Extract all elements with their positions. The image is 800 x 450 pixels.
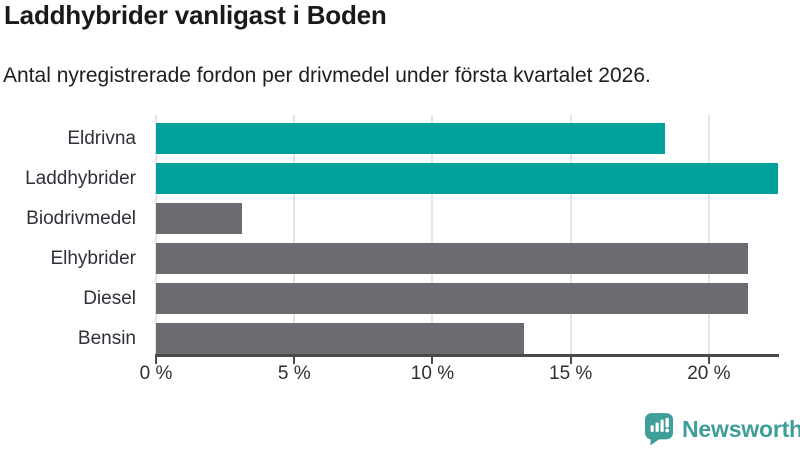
x-tick-label: 0 % — [139, 363, 173, 384]
bar-elhybrider — [156, 243, 748, 274]
bar-chart-plot-area — [155, 115, 778, 354]
x-axis-line — [155, 354, 779, 357]
x-tick-mark — [431, 357, 434, 364]
gridline — [293, 115, 296, 354]
page-title: Laddhybrider vanligast i Boden — [4, 0, 387, 30]
bar-eldrivna — [156, 123, 665, 154]
gridline — [707, 115, 710, 354]
bar-laddhybrider — [156, 163, 778, 194]
category-label: Bensin — [77, 328, 136, 349]
category-label: Eldrivna — [67, 128, 136, 149]
bar-diesel — [156, 283, 748, 314]
newsworthy-wordmark: Newsworthy — [682, 416, 800, 442]
newsworthy-speech-bubble-chart-icon — [644, 413, 674, 446]
bar-biodrivmedel — [156, 203, 242, 234]
x-tick-label: 5 % — [277, 363, 311, 384]
category-label: Biodrivmedel — [26, 208, 136, 229]
category-label: Elhybrider — [50, 248, 136, 269]
gridline — [155, 115, 157, 354]
x-tick-label: 20 % — [687, 363, 731, 384]
x-tick-mark — [707, 357, 710, 364]
x-tick-label: 15 % — [549, 363, 593, 384]
newsworthy-logo: Newsworthy — [644, 412, 800, 446]
bar-bensin — [156, 323, 524, 354]
category-label: Diesel — [83, 288, 136, 309]
x-tick-mark — [155, 357, 157, 364]
gridline — [569, 115, 572, 354]
x-tick-label: 10 % — [410, 363, 455, 384]
gridline — [431, 115, 434, 354]
category-label: Laddhybrider — [25, 168, 136, 189]
chart-subtitle: Antal nyregistrerade fordon per drivmede… — [3, 64, 651, 87]
x-tick-mark — [569, 357, 572, 364]
x-tick-mark — [293, 357, 296, 364]
